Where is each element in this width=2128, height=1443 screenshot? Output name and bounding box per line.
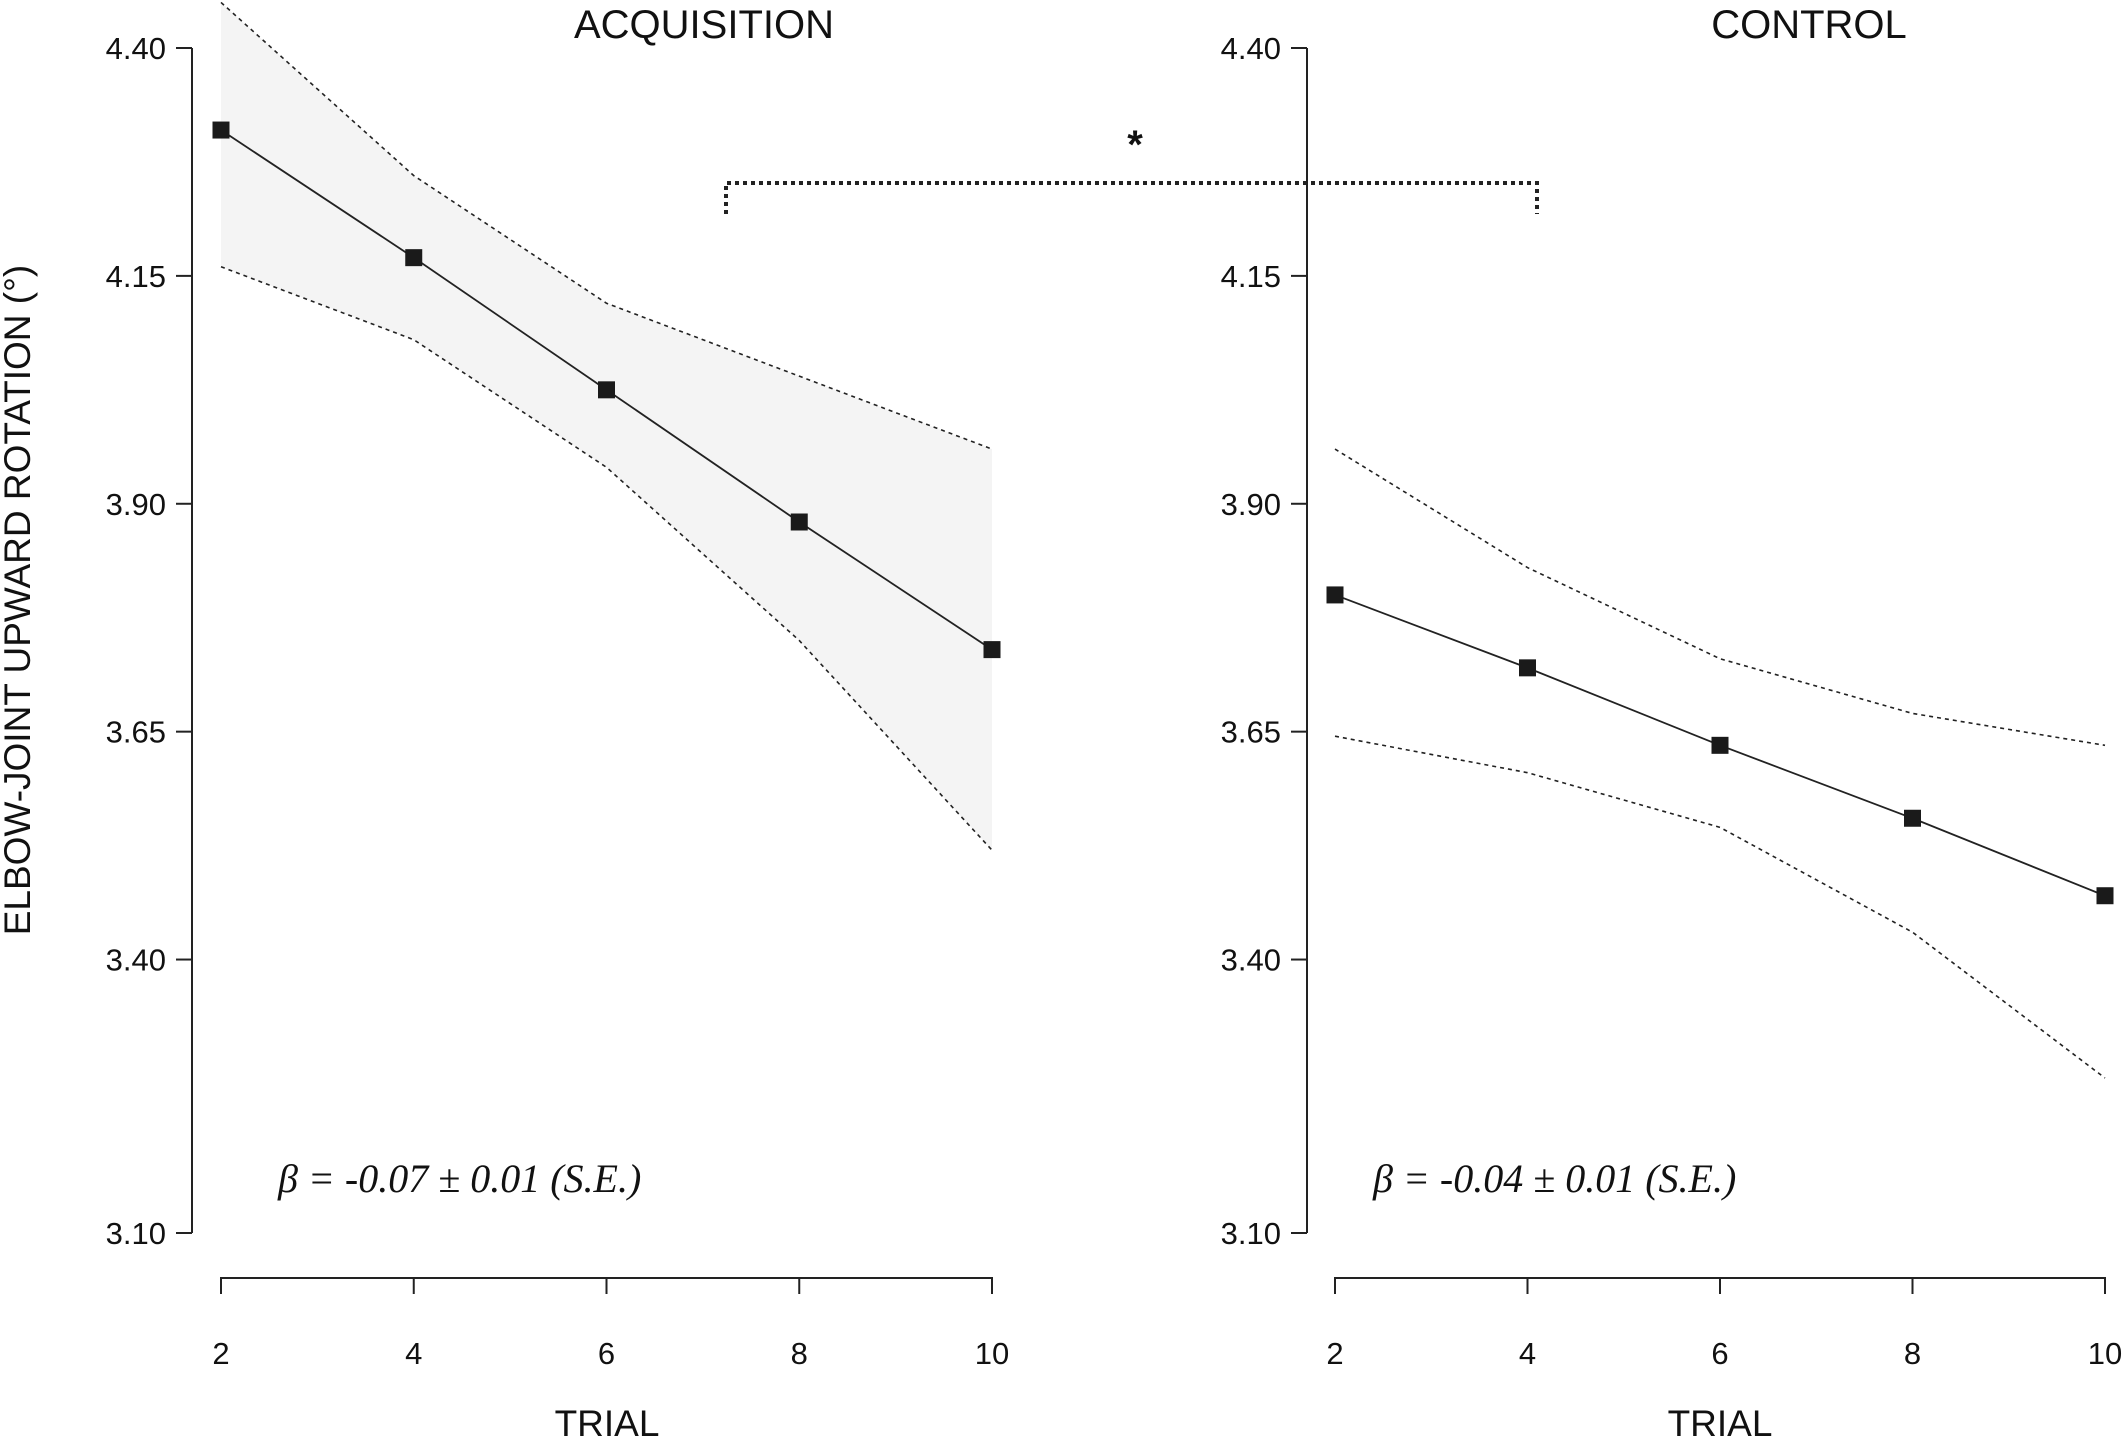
acquisition-y-tick-label-4.15: 4.15 [106,259,166,294]
control-point-trial-2 [1326,586,1344,604]
control-x-tick-label-2: 2 [1326,1336,1343,1371]
acquisition-point-trial-6 [598,381,615,399]
control-y-tick-label-3.40: 3.40 [1221,943,1281,978]
acquisition-beta-annotation: β = -0.07 ± 0.01 (S.E.) [277,1156,641,1201]
acquisition-point-trial-8 [790,513,808,531]
acquisition-ci-fill [221,2,992,851]
control-y-tick-label-3.10: 3.10 [1221,1216,1281,1251]
control-ci-band [1334,448,2106,1079]
control-y-tick-label-3.90: 3.90 [1221,487,1281,522]
acquisition-point-trial-4 [405,249,423,267]
control-x-tick-label-8: 8 [1904,1336,1921,1371]
control-point-trial-4 [1519,659,1536,677]
acquisition-ci-band [220,1,993,851]
control-y-tick-label-4.15: 4.15 [1221,259,1281,294]
control-x-axis: 2 4 6 8 10 [1326,1277,2122,1371]
control-title: CONTROL [1711,3,1907,47]
control-x-tick-label-6: 6 [1711,1336,1728,1371]
control-y-tick-label-4.40: 4.40 [1221,31,1281,66]
control-point-trial-8 [1904,809,1921,827]
control-y-tick-label-3.65: 3.65 [1221,715,1281,750]
acquisition-y-axis: 3.10 3.40 3.65 3.90 4.15 4.40 [106,31,193,1251]
control-x-tick-label-4: 4 [1519,1336,1536,1371]
acquisition-x-tick-label-4: 4 [405,1336,422,1371]
control-point-trial-10 [2096,887,2114,905]
acquisition-point-trial-2 [212,121,230,139]
acquisition-y-tick-label-3.40: 3.40 [106,943,166,978]
significance-bracket: * [724,123,1539,214]
acquisition-point-trial-10 [983,641,1001,659]
control-series [1326,586,2114,905]
control-panel: CONTROL 3.103.403.653.904.154.40 2 4 6 8 10 … [1221,3,2123,1443]
significance-bracket-line [724,181,1539,214]
acquisition-series [212,121,1001,659]
control-y-axis: 3.10 3.40 3.65 3.90 4.15 4.40 [1221,31,1308,1251]
acquisition-panel: ACQUISITION 3.10 3.40 3.65 3.90 4.15 4.40 2 4 6… [106,1,1009,1443]
control-x-tick-label-10: 10 [2088,1336,2122,1371]
control-x-axis-title: TRIAL [1668,1403,1773,1443]
acquisition-x-axis-title: TRIAL [555,1403,660,1443]
significance-star: * [1127,123,1143,167]
acquisition-x-tick-label-8: 8 [791,1336,808,1371]
control-point-trial-6 [1711,736,1729,754]
acquisition-x-tick-label-2: 2 [212,1336,229,1371]
acquisition-ci-lower-line [220,266,993,851]
acquisition-y-tick-label-3.65: 3.65 [106,715,166,750]
acquisition-x-axis: 2 4 6 8 10 [212,1277,1009,1371]
y-axis-title: ELBOW-JOINT UPWARD ROTATION (°) [0,265,38,936]
acquisition-ci-upper-line [220,1,993,450]
acquisition-y-tick-label-4.40: 4.40 [106,31,166,66]
acquisition-y-tick-label-3.90: 3.90 [106,487,166,522]
control-ci-upper-line [1334,448,2106,747]
control-ci-lower-line [1334,735,2106,1079]
acquisition-x-tick-label-10: 10 [975,1336,1009,1371]
control-beta-annotation: β = -0.04 ± 0.01 (S.E.) [1372,1156,1736,1201]
acquisition-title: ACQUISITION [574,3,834,47]
acquisition-y-tick-label-3.10: 3.10 [106,1216,166,1251]
acquisition-x-tick-label-6: 6 [598,1336,615,1371]
